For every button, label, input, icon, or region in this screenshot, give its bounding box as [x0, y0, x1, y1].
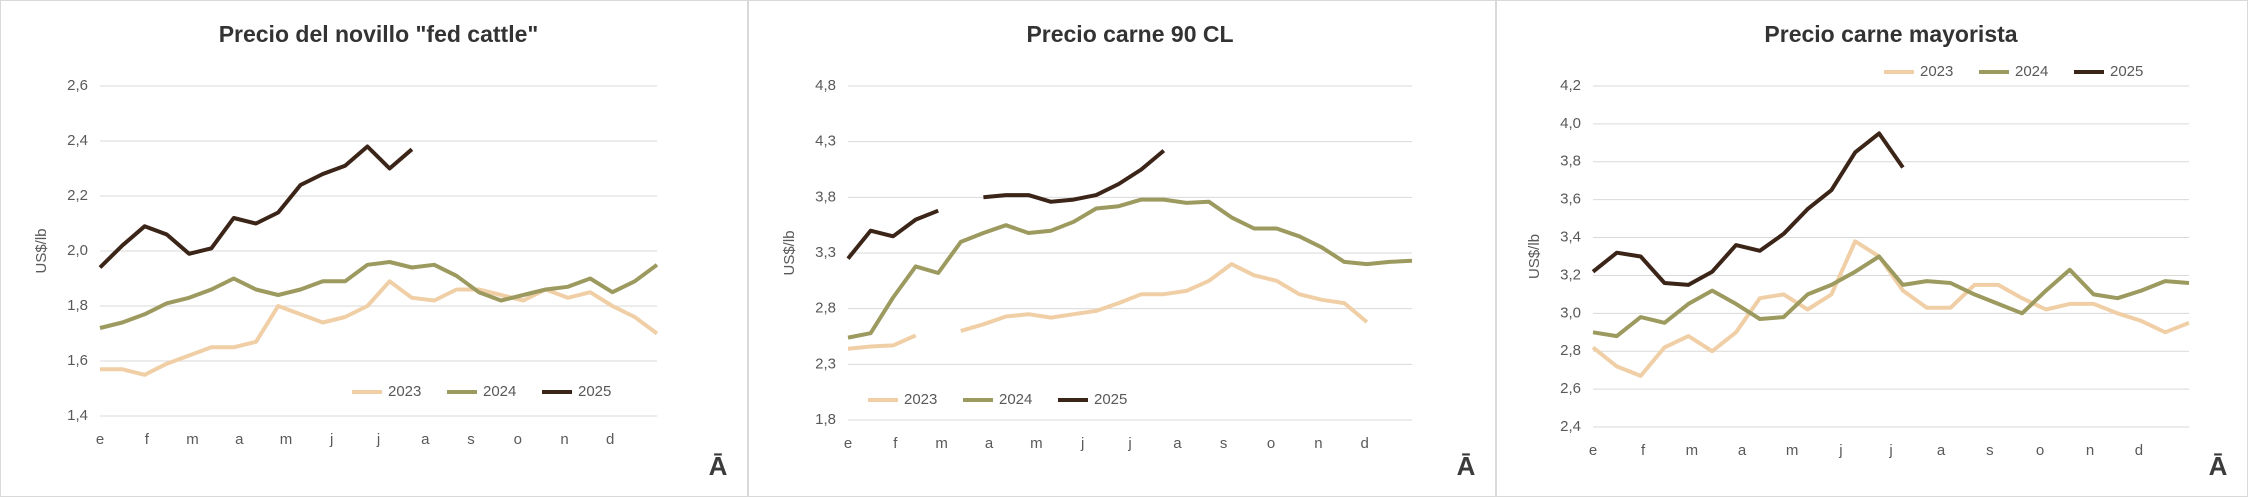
x-tick-label: e [1589, 442, 1597, 459]
legend-label: 2023 [388, 383, 421, 400]
x-tick-label: o [1267, 435, 1275, 452]
y-tick-label: 3,8 [815, 188, 836, 205]
x-tick-label: a [985, 435, 994, 452]
x-tick-label: s [467, 431, 475, 448]
x-tick-label: f [1641, 442, 1646, 459]
x-tick-label: n [2086, 442, 2094, 459]
chart-title: Precio carne 90 CL [1026, 21, 1233, 47]
legend-label: 2024 [483, 383, 516, 400]
x-tick-label: j [1127, 435, 1131, 452]
x-tick-label: j [1888, 442, 1892, 459]
x-tick-label: j [1080, 435, 1084, 452]
legend-label: 2023 [904, 391, 937, 408]
x-tick-label: n [560, 431, 568, 448]
panel-border [1496, 0, 2248, 497]
y-tick-label: 4,3 [815, 133, 836, 150]
y-tick-label: 4,0 [1560, 115, 1581, 132]
x-tick-label: d [1360, 435, 1368, 452]
y-tick-label: 2,8 [815, 300, 836, 317]
y-tick-label: 3,4 [1560, 229, 1581, 246]
line-series [846, 149, 1166, 260]
y-tick-label: 2,6 [1560, 380, 1581, 397]
line-series [847, 197, 1413, 340]
y-tick-label: 3,0 [1560, 304, 1581, 321]
line-series [98, 144, 414, 269]
x-tick-label: a [235, 431, 244, 448]
x-tick-label: a [1937, 442, 1946, 459]
y-tick-label: 3,8 [1560, 153, 1581, 170]
y-tick-label: 2,2 [67, 187, 88, 204]
line-series [1592, 254, 2190, 339]
chart-title: Precio carne mayorista [1764, 21, 2017, 47]
x-tick-label: e [844, 435, 852, 452]
chart-panel: Precio carne 90 CL 1,8 2,3 2,8 3,3 3,8 4,3 4,8 e… [748, 0, 1496, 497]
x-tick-label: m [1786, 442, 1799, 459]
y-tick-label: 2,4 [1560, 418, 1581, 435]
y-tick-label: 3,6 [1560, 191, 1581, 208]
x-tick-label: m [935, 435, 948, 452]
panel-border [0, 0, 748, 497]
legend-label: 2023 [1920, 63, 1953, 80]
x-tick-label: m [186, 431, 199, 448]
panel-border [748, 0, 1496, 497]
y-tick-label: 2,0 [67, 242, 88, 259]
y-axis-label: US$/lb [1526, 234, 1543, 279]
y-tick-label: 4,2 [1560, 77, 1581, 94]
line-series [99, 260, 659, 330]
chart-panel: Precio del novillo "fed cattle" 1,4 1,6 1,8… [0, 0, 748, 497]
y-tick-label: 3,3 [815, 244, 836, 261]
y-tick-label: 4,8 [815, 77, 836, 94]
x-tick-label: o [2036, 442, 2044, 459]
line-series [100, 279, 659, 377]
x-tick-label: d [606, 431, 614, 448]
chart-panel: Precio carne mayorista 2,4 2,6 2,8 3,0 3,2 3,4… [1496, 0, 2248, 497]
y-tick-label: 2,3 [815, 355, 836, 372]
x-tick-label: m [280, 431, 293, 448]
y-axis-label: US$/lb [781, 230, 798, 275]
legend-label: 2024 [2015, 63, 2048, 80]
x-tick-label: o [514, 431, 522, 448]
x-tick-label: m [1030, 435, 1043, 452]
watermark: Ā [2209, 451, 2228, 481]
legend-label: 2025 [2110, 63, 2143, 80]
y-tick-label: 1,4 [67, 407, 88, 424]
x-tick-label: n [1314, 435, 1322, 452]
y-tick-label: 1,8 [815, 411, 836, 428]
x-tick-label: d [2135, 442, 2143, 459]
y-tick-label: 2,6 [67, 77, 88, 94]
watermark: Ā [1457, 451, 1476, 481]
y-tick-label: 2,8 [1560, 342, 1581, 359]
x-tick-label: f [893, 435, 898, 452]
x-tick-label: s [1986, 442, 1994, 459]
x-tick-label: a [421, 431, 430, 448]
y-tick-label: 1,6 [67, 352, 88, 369]
x-tick-label: j [329, 431, 333, 448]
legend-label: 2025 [578, 383, 611, 400]
y-tick-label: 1,8 [67, 297, 88, 314]
x-tick-label: a [1738, 442, 1747, 459]
y-axis-label: US$/lb [33, 228, 50, 273]
legend-label: 2025 [1094, 391, 1127, 408]
y-tick-label: 3,2 [1560, 266, 1581, 283]
watermark: Ā [709, 451, 728, 481]
legend-label: 2024 [999, 391, 1032, 408]
y-tick-label: 2,4 [67, 132, 88, 149]
x-tick-label: f [145, 431, 150, 448]
chart-title: Precio del novillo "fed cattle" [219, 21, 539, 47]
x-tick-label: j [1838, 442, 1842, 459]
x-tick-label: m [1686, 442, 1699, 459]
x-tick-label: s [1220, 435, 1228, 452]
x-tick-label: j [376, 431, 380, 448]
line-series [1591, 131, 1905, 287]
x-tick-label: e [96, 431, 104, 448]
x-tick-label: a [1173, 435, 1182, 452]
